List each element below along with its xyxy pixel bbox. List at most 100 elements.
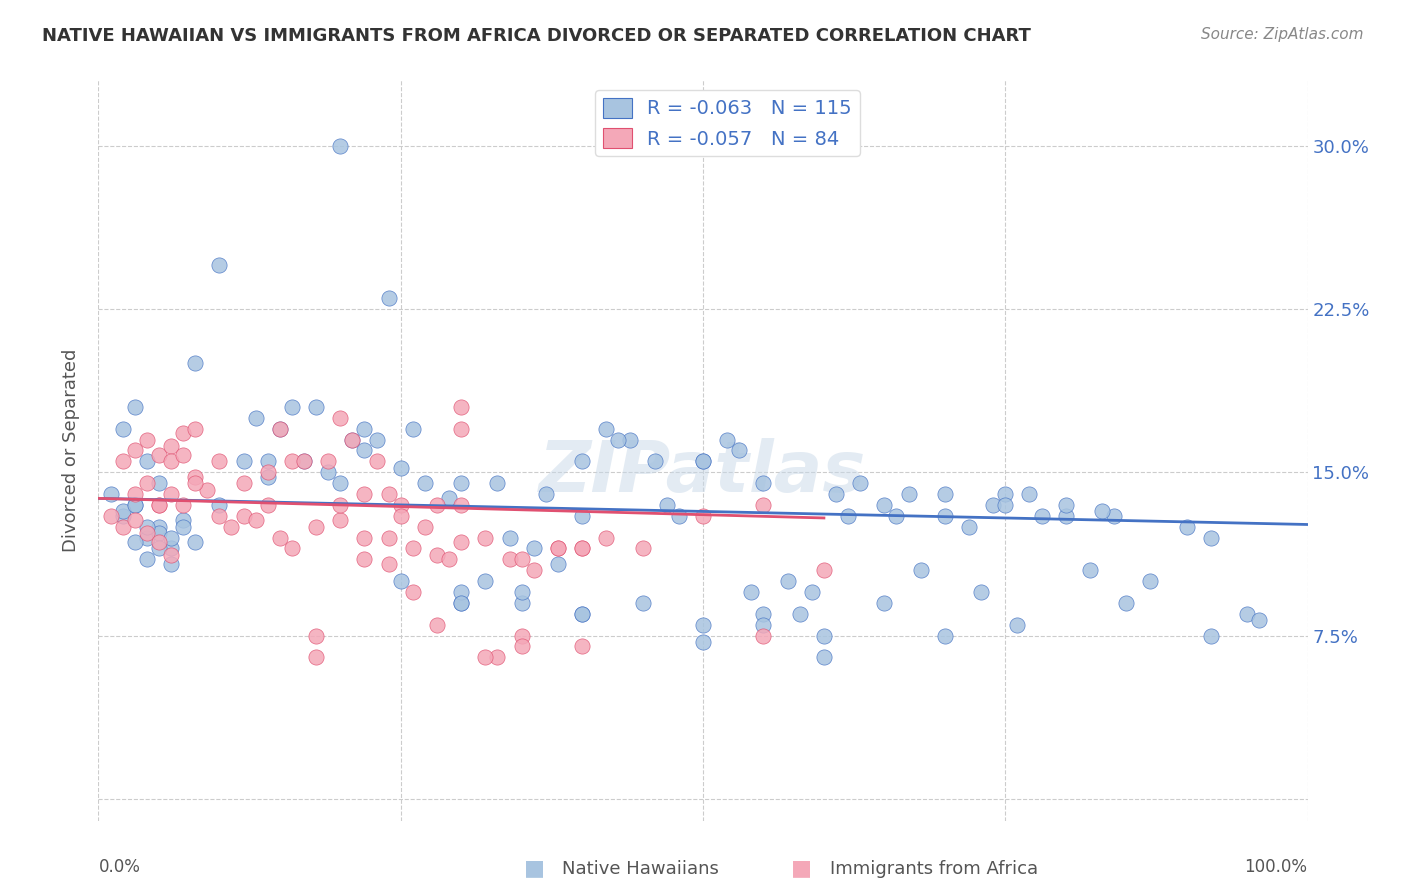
Text: Immigrants from Africa: Immigrants from Africa <box>830 860 1038 878</box>
Point <box>184 356 207 370</box>
Point <box>256 454 278 468</box>
Point <box>281 400 304 414</box>
Point <box>474 650 496 665</box>
Point <box>160 541 183 556</box>
Point <box>111 454 134 468</box>
Point <box>342 433 364 447</box>
Point <box>692 508 714 523</box>
Point <box>571 508 593 523</box>
Point <box>510 640 533 654</box>
Point <box>450 585 472 599</box>
Point <box>124 513 146 527</box>
Point <box>413 476 436 491</box>
Point <box>1091 504 1114 518</box>
Point <box>426 498 449 512</box>
Point <box>269 531 291 545</box>
Point <box>595 422 617 436</box>
Point <box>728 443 751 458</box>
Point <box>256 465 278 479</box>
Point <box>353 552 375 566</box>
Point <box>256 469 278 483</box>
Point <box>837 508 859 523</box>
Point <box>135 433 157 447</box>
Point <box>389 461 412 475</box>
Point <box>353 422 375 436</box>
Point <box>245 513 267 527</box>
Point <box>825 487 848 501</box>
Point <box>450 498 472 512</box>
Point <box>631 596 654 610</box>
Point <box>752 607 775 621</box>
Point <box>547 541 569 556</box>
Point <box>148 448 170 462</box>
Point <box>232 476 254 491</box>
Point <box>1115 596 1137 610</box>
Text: Source: ZipAtlas.com: Source: ZipAtlas.com <box>1201 27 1364 42</box>
Point <box>316 454 339 468</box>
Point <box>148 541 170 556</box>
Point <box>148 519 170 533</box>
Point <box>776 574 799 588</box>
Point <box>329 513 352 527</box>
Point <box>571 607 593 621</box>
Point <box>377 291 399 305</box>
Point <box>873 596 896 610</box>
Text: Native Hawaiians: Native Hawaiians <box>562 860 720 878</box>
Point <box>486 476 509 491</box>
Point <box>934 487 956 501</box>
Point <box>1018 487 1040 501</box>
Point <box>595 531 617 545</box>
Point <box>402 585 425 599</box>
Point <box>184 469 207 483</box>
Point <box>232 508 254 523</box>
Point <box>342 433 364 447</box>
Point <box>353 531 375 545</box>
Point <box>981 498 1004 512</box>
Point <box>160 454 183 468</box>
Point <box>172 519 194 533</box>
Point <box>135 531 157 545</box>
Point <box>208 454 231 468</box>
Point <box>607 433 630 447</box>
Point <box>148 498 170 512</box>
Point <box>184 476 207 491</box>
Point <box>1054 498 1077 512</box>
Point <box>148 526 170 541</box>
Point <box>232 454 254 468</box>
Point <box>752 498 775 512</box>
Point <box>135 454 157 468</box>
Point <box>692 635 714 649</box>
Point <box>571 541 593 556</box>
Point <box>800 585 823 599</box>
Point <box>1199 531 1222 545</box>
Point <box>619 433 641 447</box>
Point <box>208 259 231 273</box>
Point <box>160 439 183 453</box>
Point <box>111 508 134 523</box>
Point <box>426 548 449 562</box>
Point <box>450 596 472 610</box>
Point <box>897 487 920 501</box>
Point <box>534 487 557 501</box>
Y-axis label: Divorced or Separated: Divorced or Separated <box>62 349 80 552</box>
Point <box>366 454 388 468</box>
Point <box>329 410 352 425</box>
Point <box>813 563 835 577</box>
Point <box>135 476 157 491</box>
Point <box>631 541 654 556</box>
Point <box>1007 617 1029 632</box>
Point <box>124 498 146 512</box>
Point <box>124 487 146 501</box>
Point <box>450 596 472 610</box>
Point <box>1102 508 1125 523</box>
Text: 100.0%: 100.0% <box>1244 858 1308 877</box>
Point <box>172 448 194 462</box>
Point <box>316 465 339 479</box>
Point <box>353 443 375 458</box>
Point <box>934 628 956 642</box>
Point <box>450 422 472 436</box>
Point <box>437 552 460 566</box>
Point <box>100 508 122 523</box>
Point <box>450 400 472 414</box>
Point <box>111 519 134 533</box>
